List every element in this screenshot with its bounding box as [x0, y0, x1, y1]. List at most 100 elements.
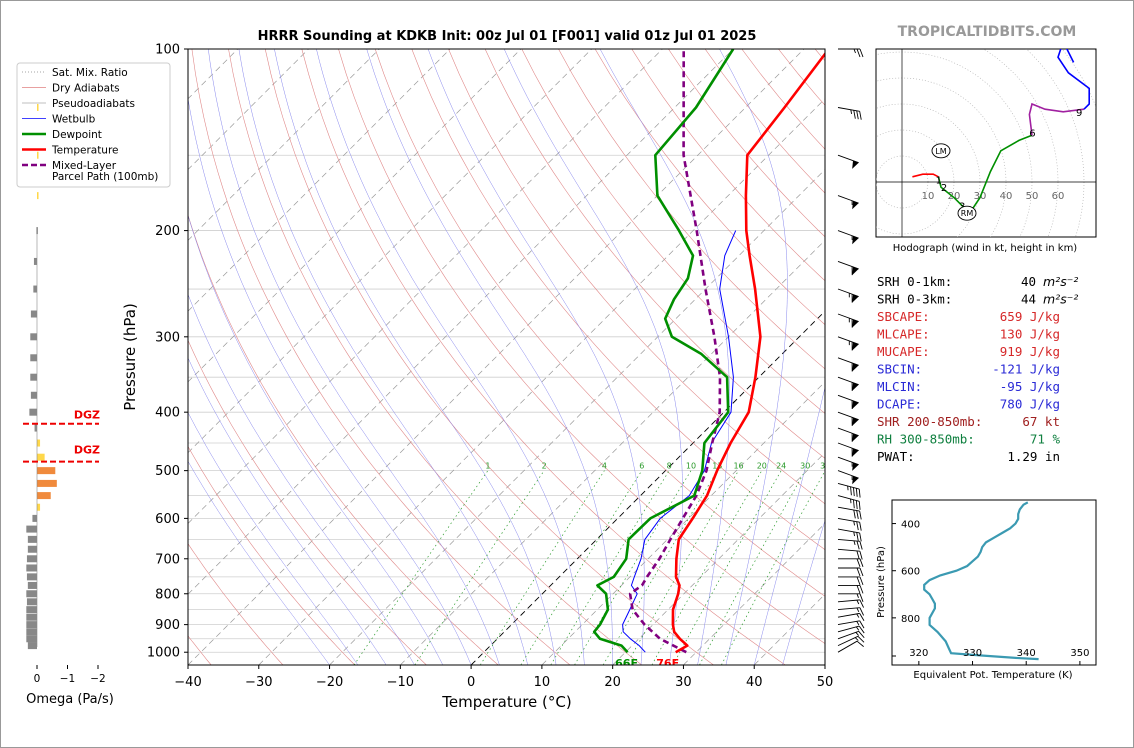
wind-barb [837, 260, 859, 276]
isotherm-line [541, 381, 825, 665]
theta-e-frame [891, 499, 1097, 666]
wind-barb [837, 195, 859, 210]
y-tick-label: 100 [155, 43, 180, 58]
dry-adiabat [374, 49, 825, 597]
dry-adiabat [448, 49, 825, 505]
mixing-ratio-label: 13 [712, 462, 722, 471]
omega-bar [27, 545, 37, 553]
dry-adiabat [411, 49, 825, 551]
storm-motion-marker [957, 205, 977, 221]
isotherm-line [188, 49, 380, 241]
x-tick-label: −10 [387, 675, 414, 690]
mixing-ratio-label: 8 [667, 462, 672, 471]
hodograph-ring-label: 40 [1000, 191, 1013, 202]
index-label: SRH 0-1km: [877, 274, 952, 289]
x-tick-label: −40 [174, 675, 201, 690]
omega-bar [26, 621, 37, 629]
x-tick-label: −30 [245, 675, 272, 690]
y-tick-label: 400 [155, 406, 180, 421]
index-label: DCAPE: [877, 397, 922, 412]
isotherm-line [329, 169, 825, 665]
omega-bar [37, 103, 39, 111]
wind-barb [837, 548, 863, 560]
omega-bar [26, 525, 37, 533]
y-tick-label: 500 [155, 464, 180, 479]
moist-adiabat [274, 49, 557, 665]
moist-adiabat [366, 49, 613, 665]
theta-e-ylabel: Pressure (hPa) [876, 546, 887, 618]
dry-adiabat [188, 543, 284, 665]
isotherm-line [258, 98, 825, 665]
moist-adiabat [427, 49, 645, 665]
wind-barb [837, 495, 861, 510]
omega-tick-label: −2 [90, 673, 105, 685]
moist-adiabat [188, 293, 415, 665]
omega-panel: DGZ DGZ 0 −1 −2 [23, 103, 106, 685]
omega-bar [30, 391, 37, 399]
mixing-ratio-line [479, 470, 605, 665]
isotherm-line [188, 49, 805, 665]
hodograph-segment [937, 134, 1033, 215]
wind-barbs [837, 48, 865, 653]
theta-e-y-tick-label: 400 [901, 520, 920, 531]
legend: Sat. Mix. Ratio Dry Adiabats Pseudoadiabat… [16, 62, 171, 188]
hodograph-height-label: 2 [941, 183, 947, 194]
y-tick-label: 300 [155, 330, 180, 345]
theta-e-y-tick-label: 800 [901, 614, 920, 625]
omega-bar [37, 151, 39, 159]
legend-label: Parcel Path (100mb) [52, 171, 158, 183]
wind-barb [837, 625, 865, 634]
theta-e-panel: 320 330 340 350 400 600 800 [892, 501, 1089, 665]
omega-bar [26, 573, 37, 581]
index-unit: m²s⁻² [1043, 274, 1078, 289]
hodograph-ring-label: 20 [948, 191, 961, 202]
theta-e-plot [923, 501, 1039, 661]
wind-barb [837, 230, 859, 245]
dry-adiabat [188, 214, 499, 665]
index-label: MUCAPE: [877, 344, 930, 359]
index-value: -121 J/kg [992, 362, 1060, 377]
isotherm-line [188, 49, 309, 171]
legend-box [16, 62, 171, 188]
y-tick-label: 1000 [147, 646, 180, 661]
dry-adiabat [301, 49, 786, 665]
mixing-ratio-label: 1 [485, 462, 490, 471]
omega-bar [32, 514, 37, 522]
theta-e-x-tick-label: 320 [909, 648, 928, 659]
index-value: 71 % [1030, 432, 1061, 447]
isotherm-line [188, 49, 663, 524]
dry-adiabat [228, 49, 642, 665]
hodograph-height-label: 1 [936, 175, 942, 186]
wind-barb [837, 336, 859, 351]
wind-barb [837, 107, 862, 120]
isotherm-line [683, 522, 825, 665]
omega-bar [27, 642, 37, 650]
mixing-ratio-label: 16 [733, 462, 743, 471]
index-value: 919 J/kg [1000, 344, 1060, 359]
omega-bar [26, 590, 37, 598]
dry-adiabat [188, 339, 427, 665]
index-label: MLCIN: [877, 379, 922, 394]
omega-bar [27, 581, 37, 589]
y-tick-label: 900 [155, 618, 180, 633]
omega-bar [30, 354, 37, 362]
dry-adiabat [188, 445, 355, 665]
dry-adiabat [521, 49, 825, 414]
omega-bar [37, 492, 51, 500]
moist-adiabat [188, 412, 359, 665]
index-label: PWAT: [877, 449, 915, 464]
mixing-ratio-label: 24 [776, 462, 786, 471]
wind-barb [837, 612, 865, 621]
mixing-ratio-line [721, 470, 825, 665]
temperature-trace [671, 51, 825, 654]
omega-bar [26, 628, 37, 636]
hodograph-ring-label: 50 [1026, 191, 1039, 202]
wind-barb [837, 599, 865, 608]
index-unit: m²s⁻² [1043, 292, 1078, 307]
omega-bar [26, 606, 37, 614]
skewt-background: 1 2 4 6 8 10 13 16 20 24 30 36 [188, 49, 825, 665]
hodograph: 10203040506012369LMRM [876, 49, 1096, 237]
omega-bar [37, 467, 56, 475]
mixing-ratio-label: 10 [686, 462, 696, 471]
